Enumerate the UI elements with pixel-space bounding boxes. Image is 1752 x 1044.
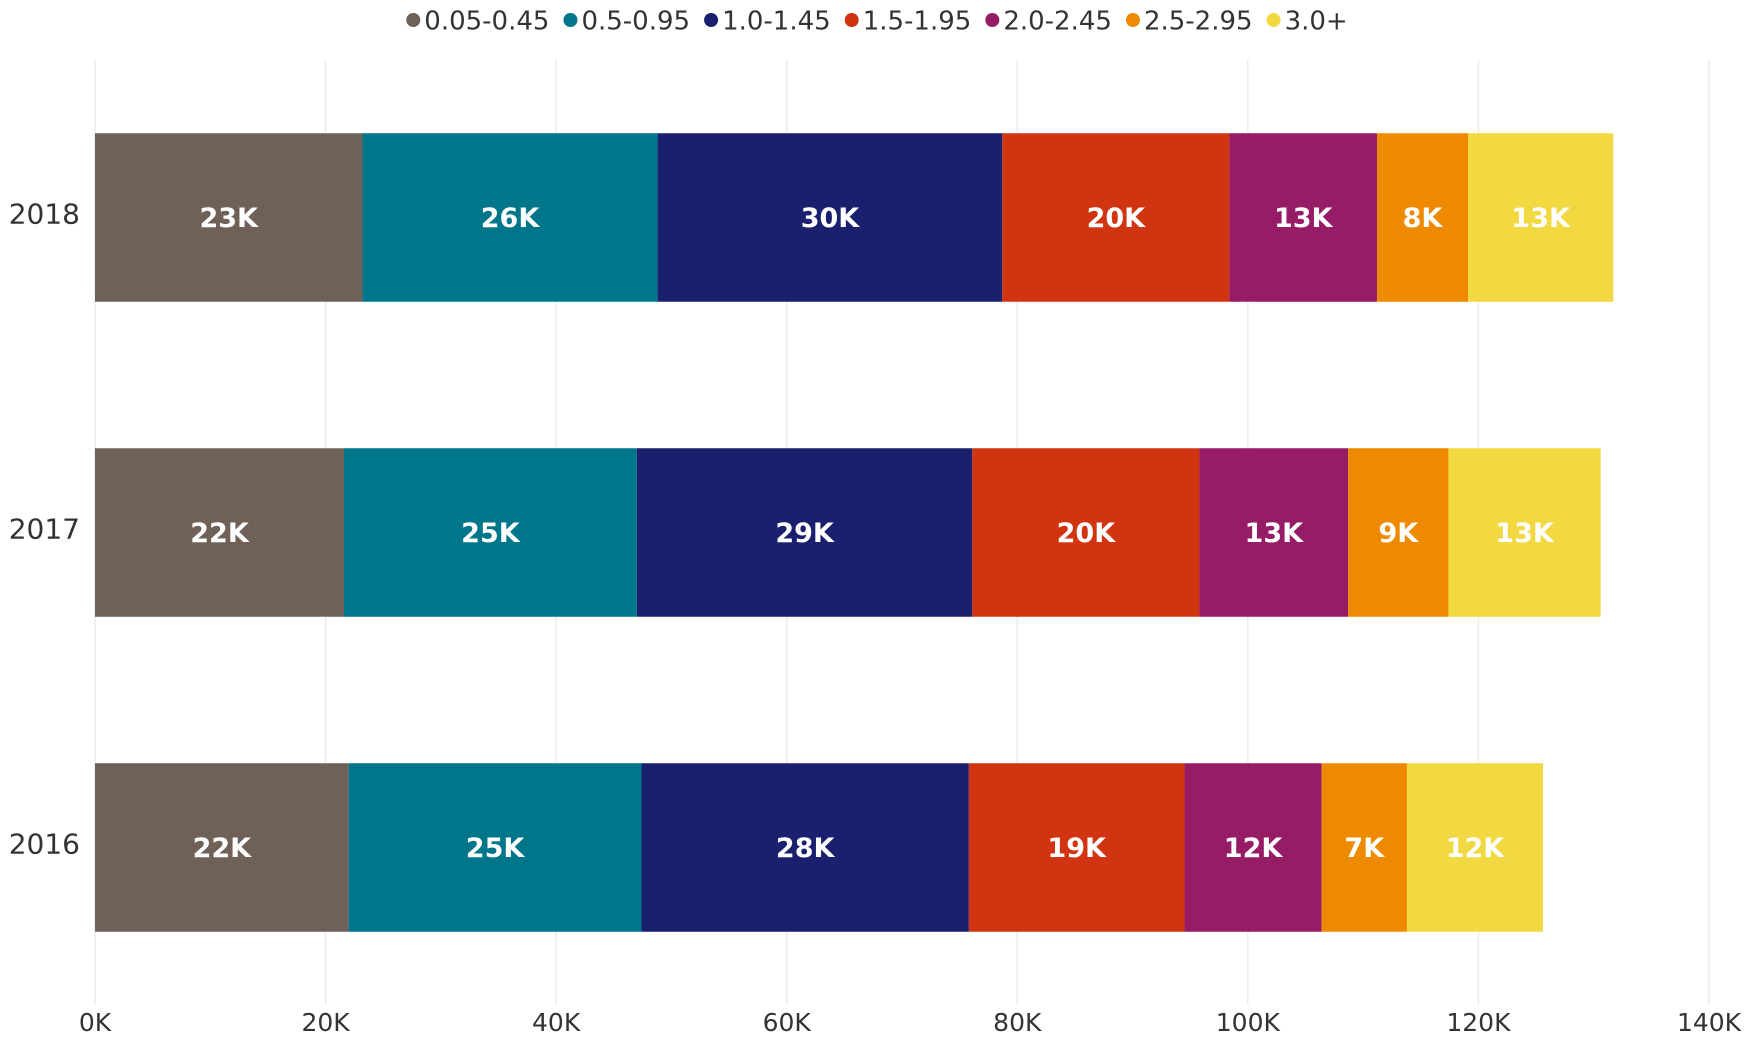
bar-segment xyxy=(1199,448,1349,617)
data-label: 12K xyxy=(1224,833,1284,864)
legend-swatch xyxy=(563,13,578,27)
data-label: 13K xyxy=(1495,518,1555,549)
bar-segment xyxy=(657,133,1003,302)
bar-segment xyxy=(344,448,637,617)
legend-label: 2.0-2.45 xyxy=(1003,7,1112,37)
x-tick-label: 0K xyxy=(79,1008,112,1037)
data-label: 29K xyxy=(775,518,835,549)
y-tick-label: 2017 xyxy=(9,513,80,546)
legend-label: 1.5-1.95 xyxy=(863,7,972,37)
legend-label: 0.5-0.95 xyxy=(581,7,690,37)
data-label: 22K xyxy=(193,833,253,864)
data-label: 28K xyxy=(776,833,836,864)
data-label: 25K xyxy=(466,833,526,864)
x-tick-label: 60K xyxy=(763,1008,812,1037)
data-label: 19K xyxy=(1047,833,1107,864)
data-label: 12K xyxy=(1446,833,1506,864)
data-label: 13K xyxy=(1245,518,1305,549)
data-label: 30K xyxy=(801,203,861,234)
bar-segment xyxy=(641,763,969,932)
y-tick-label: 2016 xyxy=(9,828,80,861)
legend-swatch xyxy=(1266,13,1281,27)
data-label: 25K xyxy=(461,518,521,549)
data-label: 13K xyxy=(1274,203,1334,234)
x-tick-label: 20K xyxy=(301,1008,350,1037)
x-tick-label: 140K xyxy=(1677,1008,1742,1037)
bar-segment xyxy=(1406,763,1543,932)
bar-segment xyxy=(95,133,363,302)
bar-segment xyxy=(636,448,973,617)
legend-label: 0.05-0.45 xyxy=(424,7,549,37)
legend-label: 2.5-2.95 xyxy=(1144,7,1253,37)
x-tick-label: 100K xyxy=(1216,1008,1281,1037)
x-tick-label: 120K xyxy=(1446,1008,1511,1037)
bar-segment xyxy=(968,763,1185,932)
legend-label: 1.0-1.45 xyxy=(722,7,831,37)
bar-segment xyxy=(1229,133,1377,302)
y-tick-label: 2018 xyxy=(9,198,80,231)
data-label: 20K xyxy=(1087,203,1147,234)
x-tick-label: 40K xyxy=(532,1008,581,1037)
legend-swatch xyxy=(406,13,421,27)
bar-segment xyxy=(1376,133,1469,302)
data-label: 22K xyxy=(190,518,250,549)
data-label: 26K xyxy=(481,203,541,234)
data-label: 7K xyxy=(1344,833,1385,864)
bar-segment xyxy=(972,448,1200,617)
x-tick-label: 80K xyxy=(993,1008,1042,1037)
bar-segment xyxy=(1184,763,1322,932)
data-label: 8K xyxy=(1403,203,1444,234)
data-label: 23K xyxy=(199,203,259,234)
bar-segment xyxy=(1348,448,1449,617)
bar-segment xyxy=(1468,133,1614,302)
legend-swatch xyxy=(1125,13,1140,27)
bar-segment xyxy=(348,763,642,932)
bar-segment xyxy=(362,133,658,302)
legend-swatch xyxy=(704,13,719,27)
bar-segment xyxy=(95,448,345,617)
bar-segment xyxy=(1002,133,1230,302)
legend-swatch xyxy=(985,13,1000,27)
data-label: 13K xyxy=(1511,203,1571,234)
bar-segment xyxy=(95,763,349,932)
data-label: 20K xyxy=(1057,518,1117,549)
legend-label: 3.0+ xyxy=(1285,7,1348,37)
bar-segment xyxy=(1448,448,1601,617)
bar-segment xyxy=(1321,763,1407,932)
legend: 0.05-0.45 0.5-0.95 1.0-1.45 1.5-1.95 2.0-2.4… xyxy=(406,7,1348,37)
legend-swatch xyxy=(844,13,859,27)
data-label: 9K xyxy=(1378,518,1419,549)
